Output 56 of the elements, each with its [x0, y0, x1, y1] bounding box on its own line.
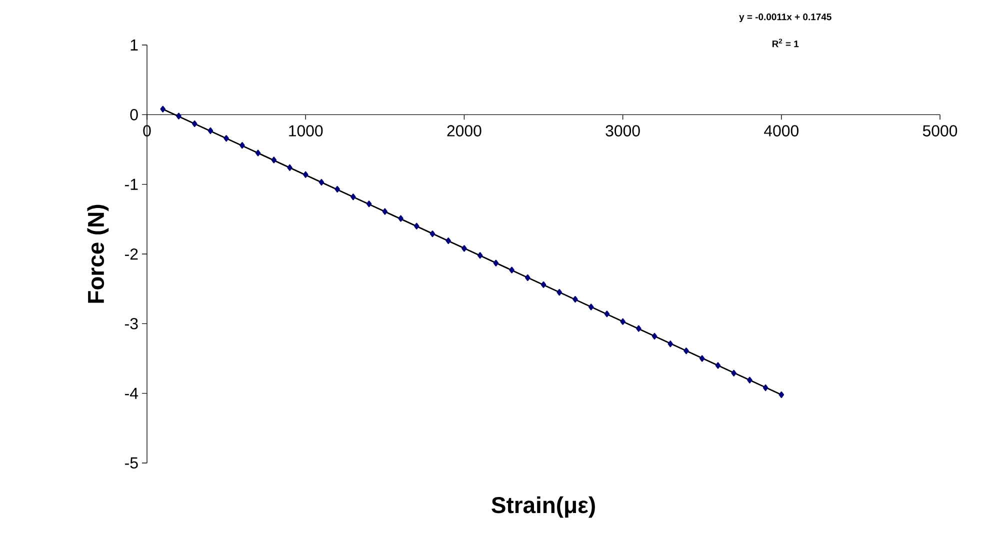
- y-tick-label: -4: [125, 388, 138, 399]
- point: [192, 120, 198, 128]
- x-tick-label: 1000: [289, 125, 323, 136]
- point: [287, 164, 292, 171]
- x-axis-title: Strain(με): [492, 496, 595, 518]
- point: [160, 106, 166, 112]
- point: [334, 186, 340, 192]
- point: [699, 355, 705, 362]
- point: [715, 362, 721, 369]
- point: [318, 178, 324, 186]
- y-tick-label: 0: [130, 109, 138, 120]
- point: [398, 215, 404, 222]
- point: [477, 252, 483, 259]
- point: [556, 289, 562, 296]
- point: [446, 237, 451, 244]
- point: [525, 274, 530, 281]
- point: [224, 135, 229, 142]
- point: [350, 194, 356, 200]
- point: [414, 222, 420, 230]
- text: y = -0.0011x + 0.1745: [739, 14, 832, 22]
- point: [620, 318, 626, 325]
- point: [240, 142, 245, 149]
- point: [509, 266, 514, 274]
- point: [731, 370, 736, 376]
- x-tick-label: 3000: [606, 125, 640, 136]
- point: [572, 296, 578, 303]
- y-tick-label: 1: [130, 40, 138, 50]
- point: [762, 384, 768, 392]
- y-tick-label: -1: [125, 178, 138, 190]
- point: [588, 304, 594, 310]
- point: [255, 150, 261, 156]
- point: [271, 156, 277, 164]
- point: [668, 340, 674, 348]
- x-tick-label: 5000: [922, 125, 958, 136]
- point: [462, 245, 467, 252]
- point: [176, 112, 182, 120]
- point: [604, 310, 610, 318]
- annotation: R$^{2}$ = 1: [772, 38, 799, 48]
- x-tick-label: 4000: [764, 125, 798, 136]
- y-tick-label: -3: [125, 318, 138, 330]
- point: [636, 325, 642, 332]
- point: [382, 208, 388, 215]
- point: [493, 260, 499, 266]
- y-tick-label: -2: [125, 248, 138, 260]
- x-tick-label: 2000: [447, 125, 482, 136]
- point: [747, 376, 752, 384]
- point: [652, 332, 658, 340]
- point: [366, 200, 372, 208]
- point: [778, 391, 784, 398]
- point: [540, 281, 546, 288]
- point: [302, 171, 308, 178]
- point: [684, 348, 689, 354]
- point: [430, 230, 436, 238]
- y-axis-title: Force (N): [87, 204, 109, 303]
- y-tick-label: -5: [125, 457, 138, 469]
- point: [208, 127, 214, 134]
